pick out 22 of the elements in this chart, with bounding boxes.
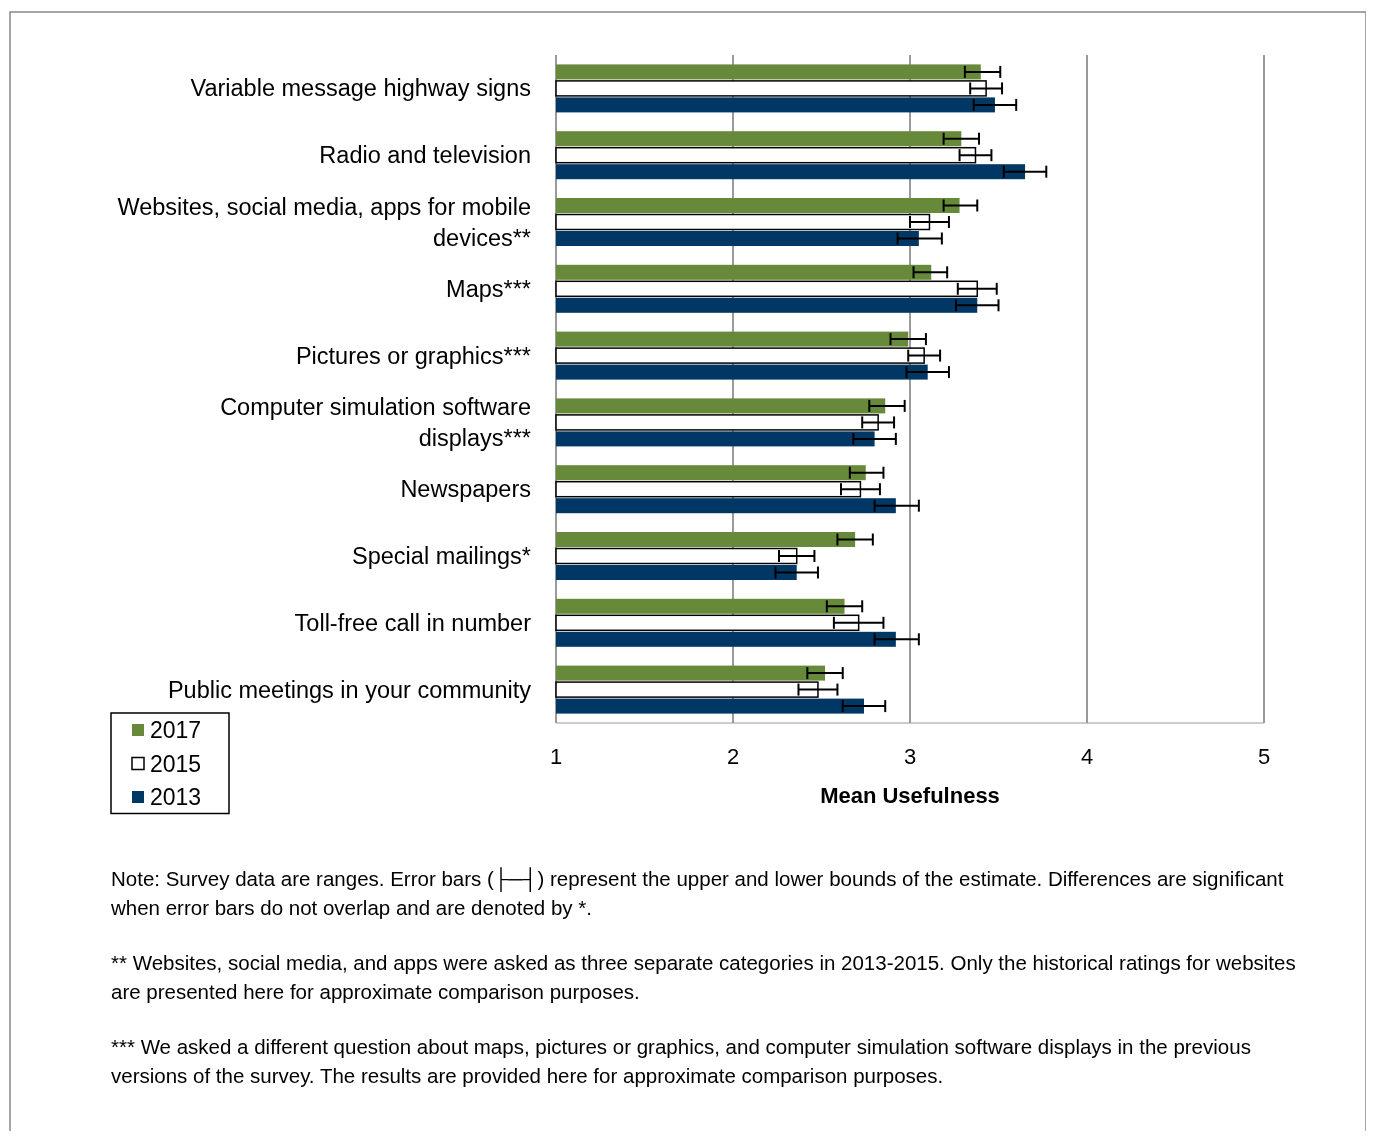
x-tick-label: 1 [549, 744, 563, 769]
y-tick-label: Radio and television [319, 142, 531, 169]
y-tick-label: Newspapers [400, 476, 531, 503]
text: Note: Survey data are ranges. Error bars (├─┤) represent the upper and lower bounds of the estimate. Differences are significant when error bars do not overlap and are denoted by *. [110, 867, 1284, 919]
legend-label: 2015 [150, 750, 202, 777]
y-tick-label: Toll-free call in number [294, 609, 532, 636]
x-tick-label: 4 [1080, 744, 1094, 769]
x-axis-title: Mean Usefulness [820, 783, 1000, 808]
x-tick-label: 3 [903, 744, 917, 769]
y-tick-label: Public meetings in your community [167, 676, 532, 703]
y-tick-label: Variable message highway signs [190, 75, 531, 102]
x-tick-label: 2 [726, 744, 740, 769]
y-tick-label: Computer simulation software displays*** [220, 393, 531, 451]
y-tick-label: Websites, social media, apps for mobile devices** [117, 193, 531, 251]
legend-label: 2017 [150, 717, 202, 743]
text: *** We asked a different question about maps, pictures or graphics, and computer simulation software displays in the previous versions of the survey. The results are provided here for approximate comparison purposes. [111, 1035, 1251, 1087]
y-tick-label: Special mailings* [352, 543, 531, 569]
y-tick-label: Maps*** [446, 275, 531, 302]
x-tick-label: 5 [1257, 744, 1271, 769]
text: ** Websites, social media, and apps were asked as three separate categories in 2013-2015. Only the historical ratings for websites are presented here for approximate comparison purposes. [111, 951, 1296, 1003]
y-tick-label: Pictures or graphics*** [295, 342, 531, 369]
legend-label: 2013 [150, 784, 202, 810]
